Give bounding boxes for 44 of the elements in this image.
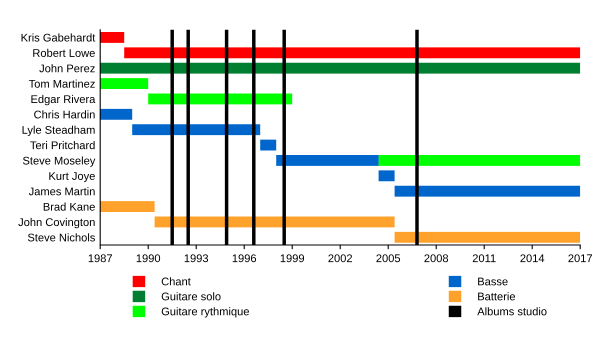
legend-label: Albums studio: [477, 307, 547, 316]
y-tick-label: Kurt Joye: [49, 172, 95, 182]
x-tick-label: 1987: [88, 254, 112, 262]
legend-label: Guitare solo: [162, 292, 221, 300]
y-tick-label: Robert Lowe: [33, 48, 95, 57]
y-tick-label: Tom Martinez: [28, 80, 95, 88]
y-tick-label: John Perez: [39, 64, 95, 72]
legend-label: Guitare rythmique: [162, 307, 249, 318]
x-tick-label: 2005: [376, 254, 400, 262]
y-tick-label: Chris Hardin: [34, 110, 95, 118]
y-tick-label: Brad Kane: [44, 202, 95, 211]
bar: [378, 155, 580, 166]
y-tick-label: Steve Nichols: [28, 233, 95, 242]
x-tick-label: 2011: [472, 254, 496, 262]
x-tick-label: 2017: [568, 254, 592, 262]
bar: [100, 201, 155, 212]
y-tick-label: James Martin: [28, 187, 95, 196]
bar: [378, 170, 395, 182]
y-tick-label: Edgar Rivera: [31, 94, 96, 106]
y-tick-label: John Covington: [18, 218, 95, 228]
x-tick-label: 1993: [184, 254, 208, 262]
x-tick-label: 2014: [520, 254, 544, 262]
legend-label: Chant: [162, 277, 191, 286]
x-tick-label: 2008: [424, 254, 448, 262]
bar: [124, 47, 580, 58]
x-tick-label: 1999: [280, 254, 304, 262]
bar: [394, 232, 580, 243]
y-tick-label: Steve Moseley: [22, 156, 96, 167]
bar: [100, 62, 580, 74]
bar: [100, 78, 148, 89]
bar: [260, 140, 276, 150]
x-tick-label: 2002: [328, 254, 352, 262]
bar: [100, 108, 132, 120]
x-tick-label: 1990: [136, 254, 160, 262]
y-tick-label: Lyle Steadham: [22, 126, 95, 136]
bar: [154, 216, 395, 228]
legend-label: Basse: [478, 278, 508, 286]
y-tick-label: Kris Gabehardt: [22, 33, 96, 42]
bar: [394, 186, 580, 197]
bar: [276, 155, 379, 166]
bar: [100, 32, 124, 43]
legend-label: Batterie: [478, 292, 516, 300]
x-tick-label: 1996: [232, 254, 256, 262]
y-tick-label: Teri Pritchard: [30, 141, 95, 150]
